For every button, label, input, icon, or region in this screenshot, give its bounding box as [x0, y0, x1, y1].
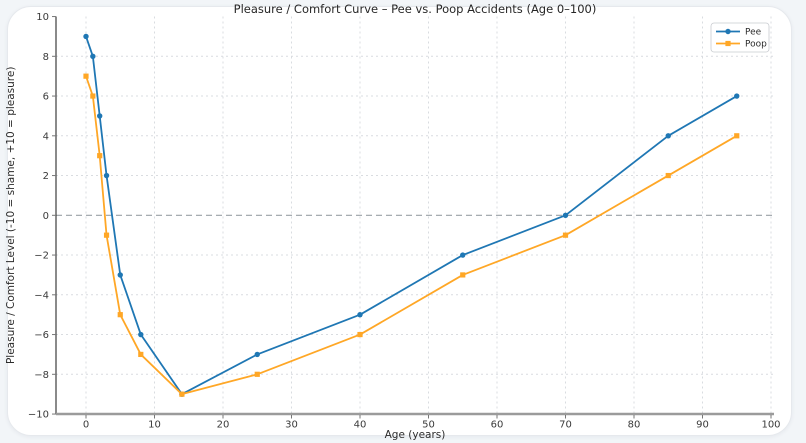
- legend-label-pee: Pee: [745, 28, 762, 38]
- data-point-poop: [97, 153, 103, 159]
- data-point-poop: [179, 391, 185, 397]
- x-tick-label: 20: [217, 420, 230, 431]
- data-point-pee: [138, 331, 144, 338]
- x-tick-label: 0: [83, 420, 89, 431]
- tick-layer: 0 10 20 30 40 50 60 70 80 90 100 −10 −8 −6 −4 −2 0 2 4 6 8 10: [28, 12, 781, 430]
- data-point-pee: [734, 93, 740, 99]
- y-tick-label: 0: [43, 211, 49, 222]
- data-point-pee: [83, 33, 89, 40]
- x-tick-label: 100: [761, 420, 780, 431]
- data-point-pee: [97, 113, 103, 119]
- data-point-pee: [562, 212, 569, 218]
- data-point-poop: [734, 133, 740, 139]
- data-point-poop: [117, 312, 123, 318]
- y-tick-label: −6: [34, 330, 49, 341]
- data-point-poop: [254, 371, 260, 377]
- y-tick-label: 8: [43, 52, 49, 63]
- x-tick-label: 60: [491, 420, 504, 431]
- legend-item-poop: Poop: [716, 40, 767, 50]
- x-tick-label: 10: [148, 420, 161, 431]
- data-point-poop: [357, 331, 363, 338]
- data-point-pee: [460, 252, 466, 258]
- grid-layer: [56, 16, 774, 414]
- data-point-poop: [138, 351, 144, 358]
- y-tick-label: 6: [43, 92, 49, 103]
- chart-title: Pleasure / Comfort Curve – Pee vs. Poop …: [234, 2, 597, 16]
- chart-card: [7, 6, 792, 436]
- data-point-pee: [117, 272, 123, 278]
- x-tick-label: 40: [354, 420, 367, 431]
- x-axis-label: Age (years): [385, 429, 446, 441]
- data-point-pee: [665, 133, 671, 139]
- legend-marker-poop: [725, 40, 731, 47]
- data-point-pee: [357, 311, 363, 318]
- data-point-poop: [103, 232, 110, 238]
- data-point-poop: [90, 93, 96, 99]
- data-point-poop: [665, 172, 671, 179]
- series-layer: [83, 33, 740, 397]
- legend-marker-pee: [725, 28, 731, 35]
- legend-item-pee: Pee: [716, 28, 762, 38]
- y-tick-label: 10: [36, 12, 49, 23]
- x-tick-label: 70: [559, 420, 572, 431]
- y-axis-label: Pleasure / Comfort Level (-10 = shame, +…: [5, 67, 17, 364]
- data-point-pee: [103, 172, 110, 179]
- x-tick-label: 30: [285, 420, 298, 431]
- legend-label-poop: Poop: [745, 40, 767, 50]
- x-tick-label: 80: [628, 420, 641, 431]
- x-tick-label: 50: [422, 420, 435, 431]
- y-tick-label: −8: [34, 370, 49, 381]
- x-tick-label: 90: [696, 420, 709, 431]
- y-tick-label: 4: [43, 131, 49, 142]
- data-point-pee: [90, 53, 96, 59]
- data-point-poop: [562, 232, 569, 238]
- y-tick-label: −2: [34, 251, 49, 262]
- y-tick-label: 2: [43, 171, 49, 182]
- data-point-pee: [254, 351, 260, 358]
- data-point-poop: [83, 73, 89, 79]
- series-line-poop: [85, 75, 738, 396]
- y-tick-label: −10: [28, 410, 49, 421]
- y-tick-label: −4: [34, 290, 49, 301]
- data-point-poop: [460, 272, 466, 278]
- legend: Pee Poop: [710, 22, 770, 53]
